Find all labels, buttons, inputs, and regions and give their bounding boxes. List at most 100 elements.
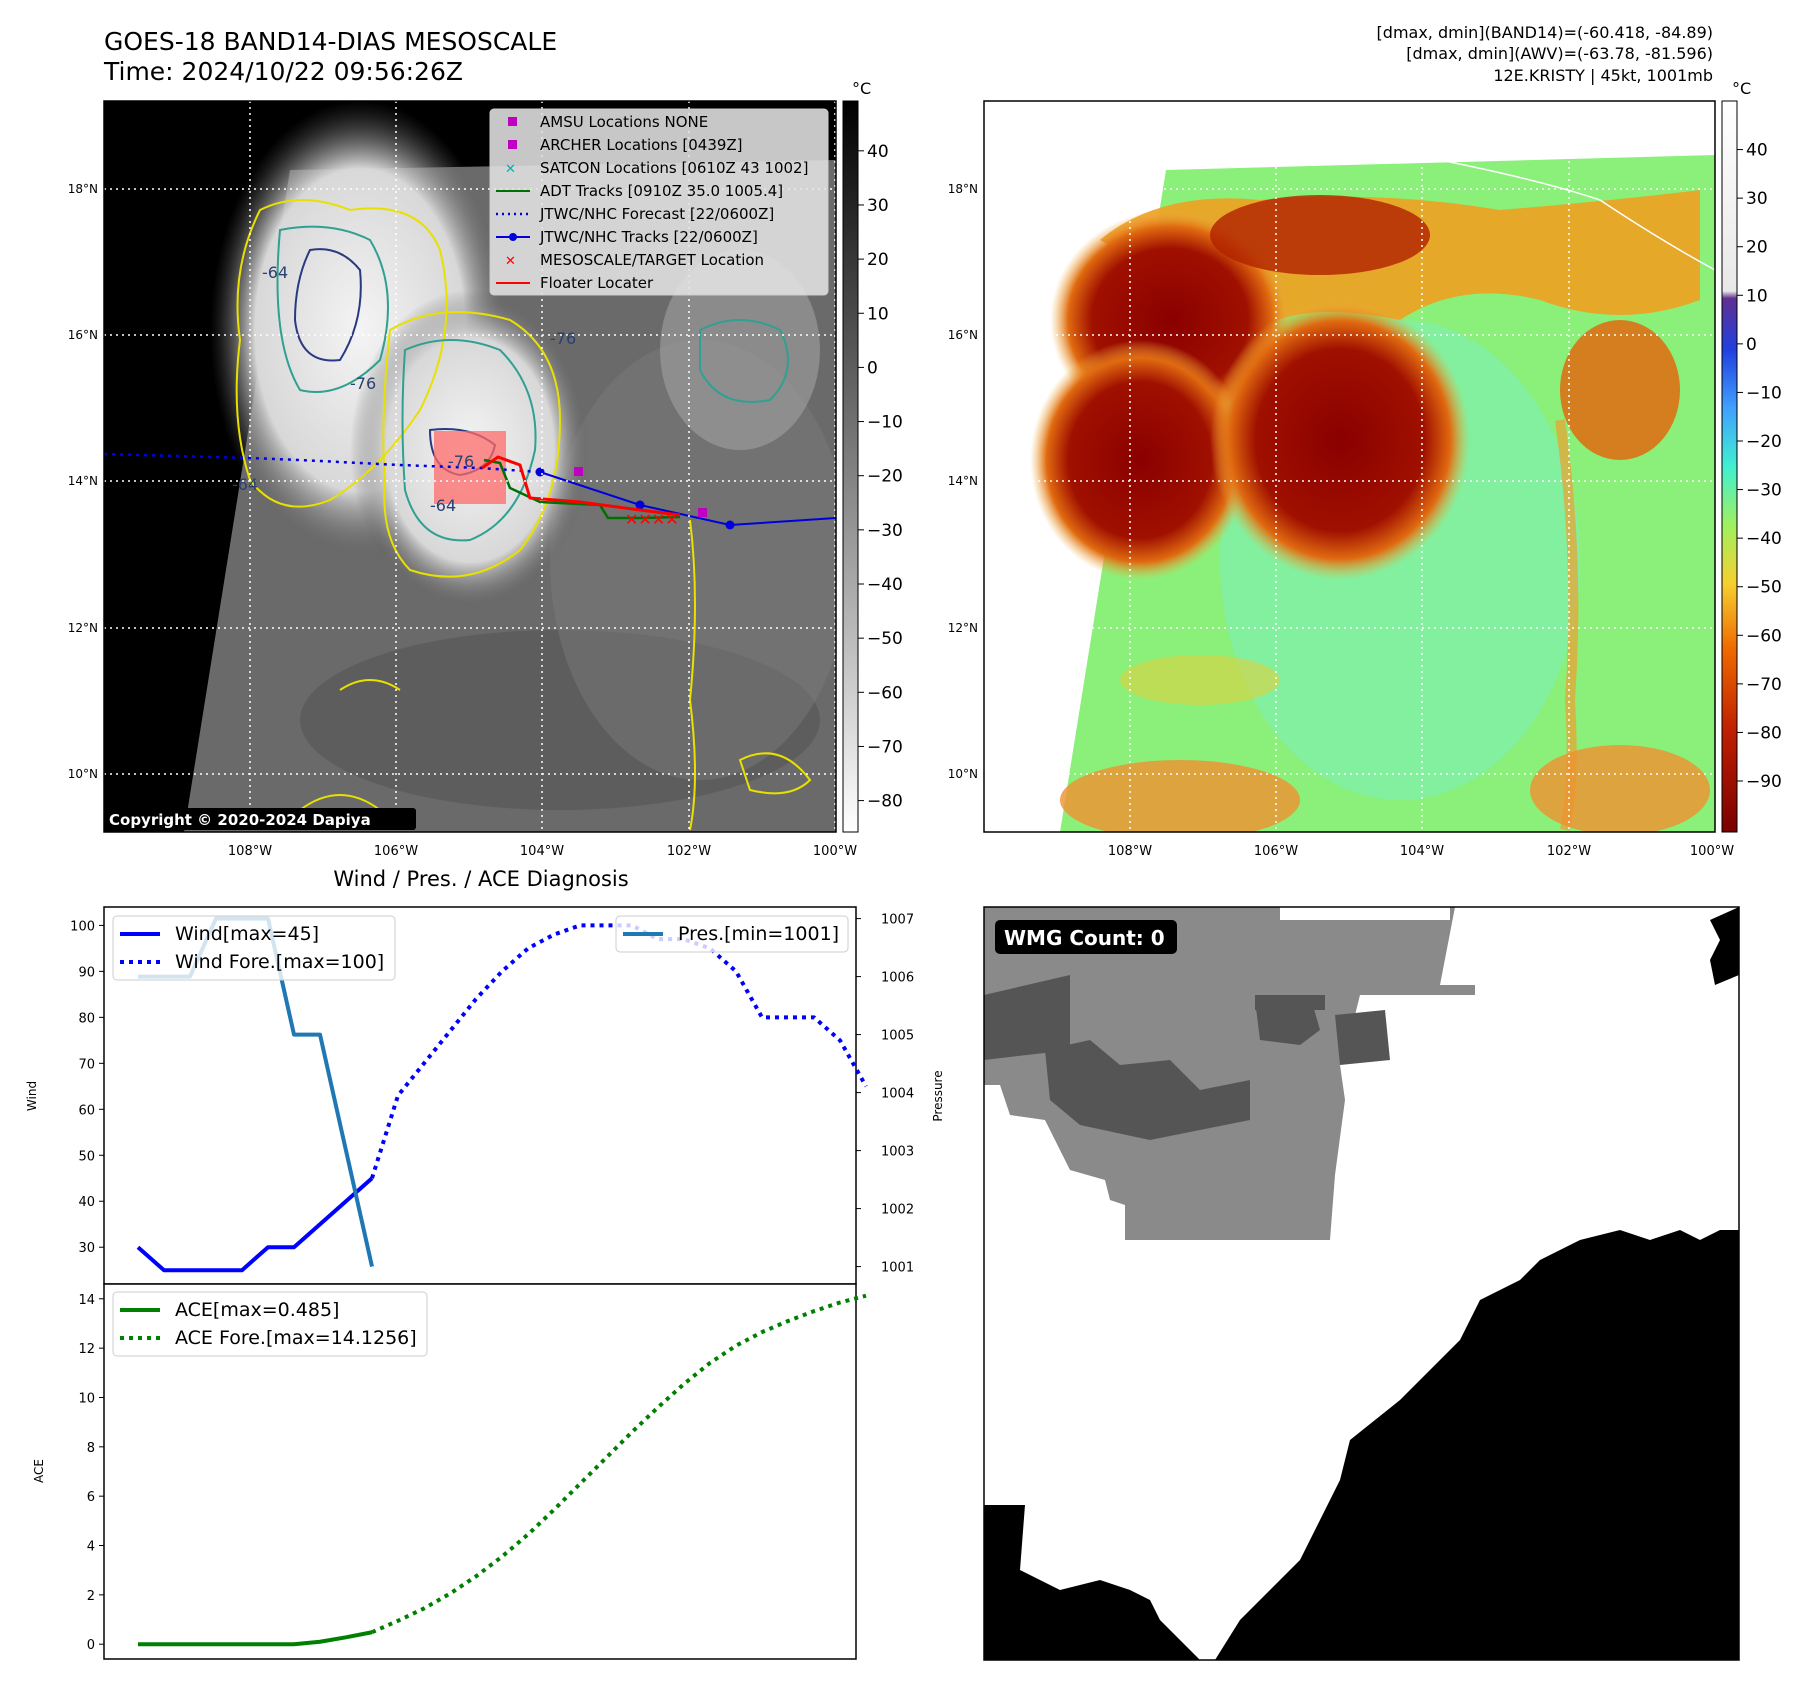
ace-ytick-label: 10 [78, 1391, 95, 1406]
ace-legend: ACE[max=0.485] ACE Fore.[max=14.1256] [113, 1292, 427, 1356]
awv-lat-label: 14°N [948, 474, 978, 488]
ace-ytick-label: 8 [87, 1441, 95, 1456]
wmg-count: WMG Count: 0 [1004, 926, 1165, 950]
legend-forecast: JTWC/NHC Forecast [22/0600Z] [539, 205, 774, 223]
awv-lat-label: 16°N [948, 328, 978, 342]
lon-label: 108°W [228, 844, 272, 859]
ace-ytick-label: 2 [87, 1589, 95, 1604]
gray-colorbar-tick-label: −80 [867, 792, 903, 812]
contour-label: -76 [448, 452, 474, 471]
color-colorbar-tick-label: 0 [1746, 335, 1757, 355]
figure-title: GOES-18 BAND14-DIAS MESOSCALE [104, 27, 557, 56]
awv-map-panel: 18°N 16°N 14°N 12°N 10°N 108°W 106°W 104… [948, 101, 1734, 859]
ace-ytick-label: 14 [78, 1293, 95, 1308]
gray-colorbar-tick-label: −70 [867, 737, 903, 757]
legend-satcon: SATCON Locations [0610Z 43 1002] [540, 159, 808, 177]
lon-label: 102°W [667, 844, 711, 859]
pressure-ytick-label: 1002 [881, 1203, 914, 1218]
color-colorbar-tick-label: −90 [1746, 772, 1782, 792]
target-legend-marker: ✕ [505, 254, 516, 269]
pressure-ytick-label: 1006 [881, 971, 914, 986]
gray-colorbar-tick-label: 20 [867, 250, 889, 270]
copyright-text: Copyright © 2020-2024 Dapiya [109, 811, 371, 829]
wind-ytick-label: 90 [78, 965, 95, 980]
info-storm: 12E.KRISTY | 45kt, 1001mb [1493, 66, 1713, 85]
contour-label: -64 [232, 475, 258, 494]
gray-colorbar-tick-label: 10 [867, 304, 889, 324]
lat-label: 14°N [68, 474, 98, 488]
ace-legend-label: ACE[max=0.485] [175, 1299, 339, 1321]
pressure-ytick-label: 1005 [881, 1029, 914, 1044]
pressure-ytick-label: 1007 [881, 913, 914, 928]
lat-label: 18°N [68, 182, 98, 196]
lat-label: 10°N [68, 767, 98, 781]
color-colorbar-tick-label: 30 [1746, 189, 1768, 209]
legend-tracks: JTWC/NHC Tracks [22/0600Z] [539, 228, 758, 246]
wind-pressure-chart: Wind / Pres. / ACE Diagnosis Wind Pressu… [25, 867, 945, 1284]
archer-marker-2 [698, 508, 707, 517]
awv-lon-label: 100°W [1690, 844, 1734, 859]
wind-fore-legend-label: Wind Fore.[max=100] [175, 951, 384, 973]
gray-colorbar-tick-label: −40 [867, 575, 903, 595]
color-colorbar-tick-label: 10 [1746, 286, 1768, 306]
ace-axis-label: ACE [32, 1459, 46, 1483]
awv-lon-label: 102°W [1547, 844, 1591, 859]
color-colorbar-tick-label: −80 [1746, 723, 1782, 743]
color-colorbar-tick-label: 20 [1746, 238, 1768, 258]
ace-ytick-label: 12 [78, 1342, 95, 1357]
awv-lon-label: 106°W [1254, 844, 1298, 859]
amsu-marker [508, 117, 517, 126]
central-convection [1210, 300, 1470, 580]
wmg-panel: WMG Count: 0 [984, 907, 1739, 1660]
color-colorbar-tick-label: −30 [1746, 481, 1782, 501]
awv-lon-label: 104°W [1400, 844, 1444, 859]
legend-adt: ADT Tracks [0910Z 35.0 1005.4] [540, 182, 783, 200]
color-colorbar-tick-label: −50 [1746, 578, 1782, 598]
contour-label: -64 [262, 263, 288, 282]
color-colorbar-unit: °C [1732, 79, 1751, 98]
lon-label: 100°W [813, 844, 857, 859]
target-markers: ✕✕✕✕ [625, 510, 679, 529]
awv-lat-label: 12°N [948, 621, 978, 635]
lat-label: 16°N [68, 328, 98, 342]
contour-label: -64 [430, 496, 456, 515]
ace-ytick-label: 0 [87, 1638, 95, 1653]
gray-colorbar-tick-label: −10 [867, 413, 903, 433]
awv-lat-label: 10°N [948, 767, 978, 781]
figure-time: Time: 2024/10/22 09:56:26Z [103, 57, 463, 86]
band14-map-panel: ✕✕✕✕ -64 -76 -76 -64 -64 -7 [68, 100, 857, 859]
legend-floater: Floater Locater [540, 274, 654, 292]
wind-axis-label: Wind [25, 1081, 39, 1111]
wind-ytick-label: 40 [78, 1195, 95, 1210]
gray-colorbar-tick-label: 30 [867, 196, 889, 216]
color-colorbar-tick-label: 40 [1746, 141, 1768, 161]
gray-colorbar-tick-label: 0 [867, 358, 878, 378]
color-colorbar-tick-label: −20 [1746, 432, 1782, 452]
wind-ytick-label: 60 [78, 1103, 95, 1118]
diagnosis-title: Wind / Pres. / ACE Diagnosis [333, 867, 628, 891]
pressure-legend: Pres.[min=1001] [616, 916, 848, 952]
ace-ytick-label: 4 [87, 1540, 95, 1555]
pressure-axis-label: Pressure [931, 1070, 945, 1121]
archer-legend-marker [508, 140, 517, 149]
awv-lon-label: 108°W [1108, 844, 1152, 859]
color-colorbar-tick-label: −10 [1746, 383, 1782, 403]
map-legend: AMSU Locations NONE ARCHER Locations [04… [490, 109, 828, 295]
info-awv: [dmax, dmin](AWV)=(-63.78, -81.596) [1406, 44, 1713, 63]
legend-archer: ARCHER Locations [0439Z] [540, 136, 743, 154]
lon-label: 104°W [520, 844, 564, 859]
satcon-marker: ✕ [505, 162, 516, 177]
contour-label: -76 [550, 329, 576, 348]
awv-lat-label: 18°N [948, 182, 978, 196]
wind-ytick-label: 100 [70, 919, 95, 934]
gray-colorbar-tick-label: −30 [867, 521, 903, 541]
gray-colorbar-tick-label: −50 [867, 629, 903, 649]
pressure-ytick-label: 1004 [881, 1087, 914, 1102]
legend-amsu: AMSU Locations NONE [540, 113, 708, 131]
wind-ytick-label: 30 [78, 1241, 95, 1256]
